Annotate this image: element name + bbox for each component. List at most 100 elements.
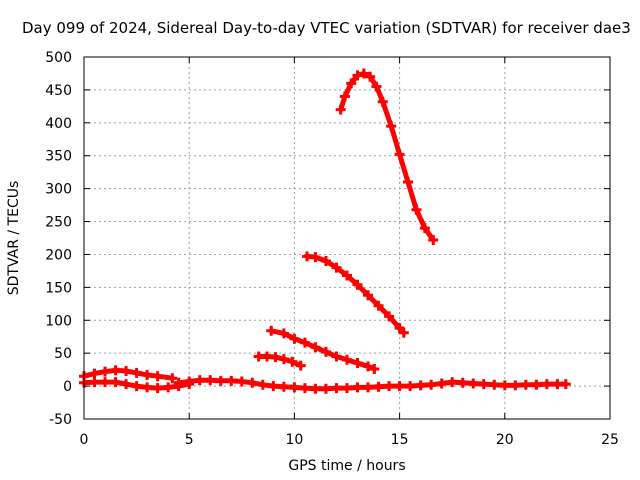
data-point (131, 367, 142, 378)
data-point (531, 379, 542, 390)
data-point (369, 363, 380, 374)
data-point (131, 381, 142, 392)
y-tick-label: 150 (45, 280, 72, 296)
x-tick-label: 15 (391, 432, 409, 448)
data-point (215, 375, 226, 386)
data-point (436, 378, 447, 389)
data-point (152, 371, 163, 382)
y-tick-label: 450 (45, 83, 72, 99)
data-point (352, 382, 363, 393)
chart-title: Day 099 of 2024, Sidereal Day-to-day VTE… (22, 19, 631, 37)
y-tick-label: -50 (49, 412, 72, 428)
data-point (352, 279, 363, 290)
data-point (310, 252, 321, 263)
data-point (320, 346, 331, 357)
data-point (205, 375, 216, 386)
data-point (331, 351, 342, 362)
data-point (262, 351, 273, 362)
data-point (89, 377, 100, 388)
data-point (499, 380, 510, 391)
y-tick-label: 100 (45, 313, 72, 329)
grid-layer (84, 57, 610, 419)
series-arc-2 (79, 365, 178, 384)
data-point (394, 381, 405, 392)
data-point (419, 223, 430, 234)
data-point (278, 328, 289, 339)
tick-layer (83, 56, 611, 420)
series-line (304, 253, 407, 336)
data-point (403, 177, 414, 188)
y-tick-label: 500 (45, 50, 72, 66)
data-point (405, 381, 416, 392)
x-tick-label: 25 (601, 432, 619, 448)
data-point (363, 361, 374, 372)
data-point (142, 369, 153, 380)
data-point (352, 358, 363, 369)
y-tick-label: 350 (45, 149, 72, 165)
data-point (100, 377, 111, 388)
data-point (110, 365, 121, 376)
data-point (335, 104, 346, 115)
data-point (320, 383, 331, 394)
data-point (371, 81, 382, 92)
series-arc-3 (173, 375, 571, 394)
data-point (384, 381, 395, 392)
data-point (142, 382, 153, 393)
series-arc-6 (302, 251, 409, 338)
data-point (342, 354, 352, 365)
data-point (289, 333, 300, 344)
data-point (299, 383, 310, 394)
y-tick-labels: -50 0 50 100 150 200 250 300 350 400 450 500 (45, 50, 72, 428)
data-point (121, 365, 132, 376)
data-point (478, 379, 489, 390)
series-arc-5 (266, 325, 380, 374)
data-point (302, 251, 313, 262)
data-point (278, 354, 289, 365)
x-tick-labels: 0 5 10 15 20 25 (80, 432, 619, 448)
data-point (428, 234, 439, 245)
data-point (489, 379, 500, 390)
data-point (163, 382, 174, 393)
data-point (411, 204, 422, 215)
data-point (278, 381, 289, 392)
data-point (342, 270, 352, 281)
data-point (398, 327, 409, 338)
data-point (363, 382, 374, 393)
plot-frame (83, 56, 611, 420)
y-tick-label: 250 (45, 215, 72, 231)
data-point (110, 377, 121, 388)
data-point (373, 381, 384, 392)
x-tick-label: 0 (80, 432, 89, 448)
data-point (415, 380, 426, 391)
data-point (363, 290, 374, 301)
data-point (152, 383, 163, 394)
data-point (270, 352, 281, 363)
x-tick-label: 20 (496, 432, 514, 448)
data-point (167, 373, 178, 384)
data-point (386, 121, 397, 132)
data-point (236, 376, 247, 387)
data-point (100, 366, 111, 377)
data-point (365, 71, 376, 82)
data-point (552, 379, 563, 390)
data-point (373, 300, 384, 311)
data-point (310, 383, 321, 394)
data-point (468, 378, 479, 389)
data-point (426, 379, 437, 390)
y-tick-label: 400 (45, 116, 72, 132)
data-point (173, 377, 184, 388)
data-point (253, 351, 264, 362)
data-point (257, 379, 268, 390)
data-point (194, 375, 205, 386)
y-tick-label: 200 (45, 247, 72, 263)
x-tick-label: 10 (285, 432, 303, 448)
data-point (299, 337, 310, 348)
data-point (520, 379, 531, 390)
data-layer (79, 68, 571, 394)
data-point (447, 377, 458, 388)
y-axis-label: SDTVAR / TECUs (6, 181, 22, 296)
data-point (331, 383, 342, 394)
series-line (338, 71, 436, 243)
y-tick-label: 50 (54, 346, 72, 362)
